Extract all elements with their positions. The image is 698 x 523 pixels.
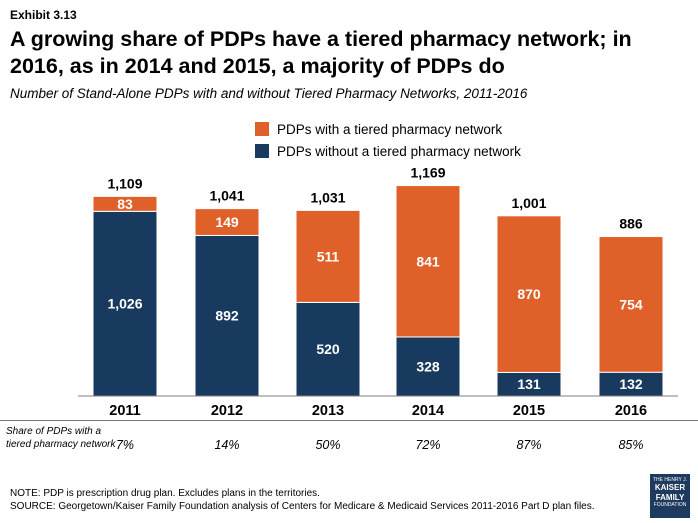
legend-label-tiered: PDPs with a tiered pharmacy network	[277, 121, 503, 137]
share-value-2012: 14%	[214, 438, 240, 452]
stacked-bar-chart: 1,026 83 1,109 2011 892 149 1,041 2012 520 511 1,0…	[78, 165, 678, 419]
legend-swatch-tiered	[255, 122, 269, 136]
logo-line-4: FOUNDATION	[653, 502, 687, 508]
bar-tiered-2012	[194, 208, 260, 236]
data-label-tiered-2015: 870	[517, 286, 541, 302]
legend-item-tiered: PDPs with a tiered pharmacy network	[255, 118, 521, 140]
share-value-2011: 7%	[115, 438, 135, 452]
x-tick-label-2015: 2015	[513, 403, 545, 419]
bar-tiered-2013	[295, 209, 361, 303]
share-value-2014: 72%	[415, 438, 441, 452]
data-label-non-tiered-2013: 520	[316, 341, 340, 357]
total-label-2015: 1,001	[511, 195, 546, 211]
data-label-non-tiered-2011: 1,026	[107, 296, 142, 312]
total-label-2014: 1,169	[410, 165, 445, 181]
row-divider	[0, 420, 698, 421]
kff-logo: THE HENRY J. KAISER FAMILY FOUNDATION	[650, 474, 690, 518]
logo-line-1: THE HENRY J.	[653, 477, 687, 483]
share-value-2015: 87%	[516, 438, 542, 452]
footnotes: NOTE: PDP is prescription drug plan. Exc…	[10, 487, 595, 513]
x-tick-label-2014: 2014	[412, 403, 444, 419]
exhibit-label: Exhibit 3.13	[10, 8, 77, 22]
data-label-tiered-2014: 841	[416, 253, 440, 269]
share-value-2013: 50%	[315, 438, 341, 452]
x-tick-label-2013: 2013	[312, 403, 344, 419]
total-label-2011: 1,109	[107, 175, 142, 191]
bar-non-tiered-2012	[194, 234, 260, 397]
x-tick-label-2016: 2016	[615, 403, 647, 419]
bar-tiered-2014	[395, 185, 461, 338]
x-tick-label-2012: 2012	[211, 403, 243, 419]
bar-tiered-2015	[496, 215, 562, 373]
bar-non-tiered-2011	[92, 210, 158, 397]
total-label-2016: 886	[619, 216, 643, 232]
logo-line-2: KAISER	[654, 483, 686, 492]
data-label-tiered-2011: 83	[117, 196, 133, 212]
legend: PDPs with a tiered pharmacy network PDPs…	[255, 118, 521, 162]
data-label-tiered-2012: 149	[215, 214, 239, 230]
legend-item-non-tiered: PDPs without a tiered pharmacy network	[255, 140, 521, 162]
data-label-tiered-2016: 754	[619, 296, 643, 312]
footnote-note: NOTE: PDP is prescription drug plan. Exc…	[10, 488, 320, 499]
legend-swatch-non-tiered	[255, 144, 269, 158]
data-label-tiered-2013: 511	[317, 248, 340, 264]
data-label-non-tiered-2016: 132	[619, 376, 643, 392]
data-label-non-tiered-2015: 131	[517, 376, 541, 392]
total-label-2012: 1,041	[209, 188, 244, 204]
bar-tiered-2011	[92, 195, 158, 212]
share-row-label: Share of PDPs with a tiered pharmacy net…	[6, 426, 116, 450]
bar-non-tiered-2013	[295, 301, 361, 397]
bar-tiered-2016	[598, 236, 664, 373]
share-value-2016: 85%	[618, 438, 644, 452]
x-tick-label-2011: 2011	[109, 403, 140, 419]
total-label-2013: 1,031	[310, 189, 345, 205]
chart-title: A growing share of PDPs have a tiered ph…	[10, 27, 632, 78]
footnote-source: SOURCE: Georgetown/Kaiser Family Foundat…	[10, 501, 595, 512]
data-label-non-tiered-2012: 892	[215, 308, 239, 324]
chart-subtitle: Number of Stand-Alone PDPs with and with…	[10, 86, 528, 101]
data-label-non-tiered-2014: 328	[416, 358, 440, 374]
legend-label-non-tiered: PDPs without a tiered pharmacy network	[277, 143, 521, 159]
logo-line-3: FAMILY	[655, 492, 685, 502]
